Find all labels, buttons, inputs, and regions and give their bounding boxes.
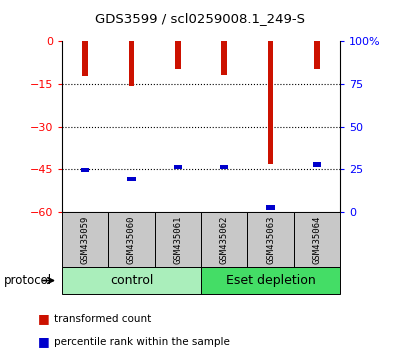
Bar	[62, 267, 201, 294]
FancyBboxPatch shape	[108, 212, 155, 267]
Text: GSM435061: GSM435061	[173, 216, 182, 264]
Text: GSM435059: GSM435059	[81, 216, 90, 264]
Bar	[82, 41, 88, 76]
FancyBboxPatch shape	[247, 212, 294, 267]
Bar	[81, 168, 89, 172]
FancyBboxPatch shape	[294, 212, 340, 267]
Text: percentile rank within the sample: percentile rank within the sample	[54, 337, 230, 347]
FancyBboxPatch shape	[201, 212, 247, 267]
Bar	[268, 41, 273, 164]
Bar	[127, 177, 136, 181]
Bar	[201, 267, 340, 294]
Text: GSM435060: GSM435060	[127, 216, 136, 264]
Text: GSM435064: GSM435064	[312, 216, 321, 264]
Text: ■: ■	[38, 312, 50, 325]
Bar	[266, 205, 275, 210]
Text: protocol: protocol	[4, 274, 52, 287]
Bar	[314, 41, 320, 69]
Text: GSM435062: GSM435062	[220, 216, 229, 264]
Bar	[174, 165, 182, 170]
Text: GDS3599 / scl0259008.1_249-S: GDS3599 / scl0259008.1_249-S	[95, 12, 305, 25]
Text: transformed count: transformed count	[54, 314, 151, 324]
Bar	[313, 162, 321, 167]
Bar	[129, 41, 134, 86]
FancyBboxPatch shape	[62, 212, 108, 267]
FancyBboxPatch shape	[155, 212, 201, 267]
Bar	[221, 41, 227, 75]
Text: control: control	[110, 274, 153, 287]
Bar	[220, 165, 228, 170]
Text: GSM435063: GSM435063	[266, 216, 275, 264]
Bar	[175, 41, 181, 69]
Text: ■: ■	[38, 335, 50, 348]
Text: Eset depletion: Eset depletion	[226, 274, 315, 287]
